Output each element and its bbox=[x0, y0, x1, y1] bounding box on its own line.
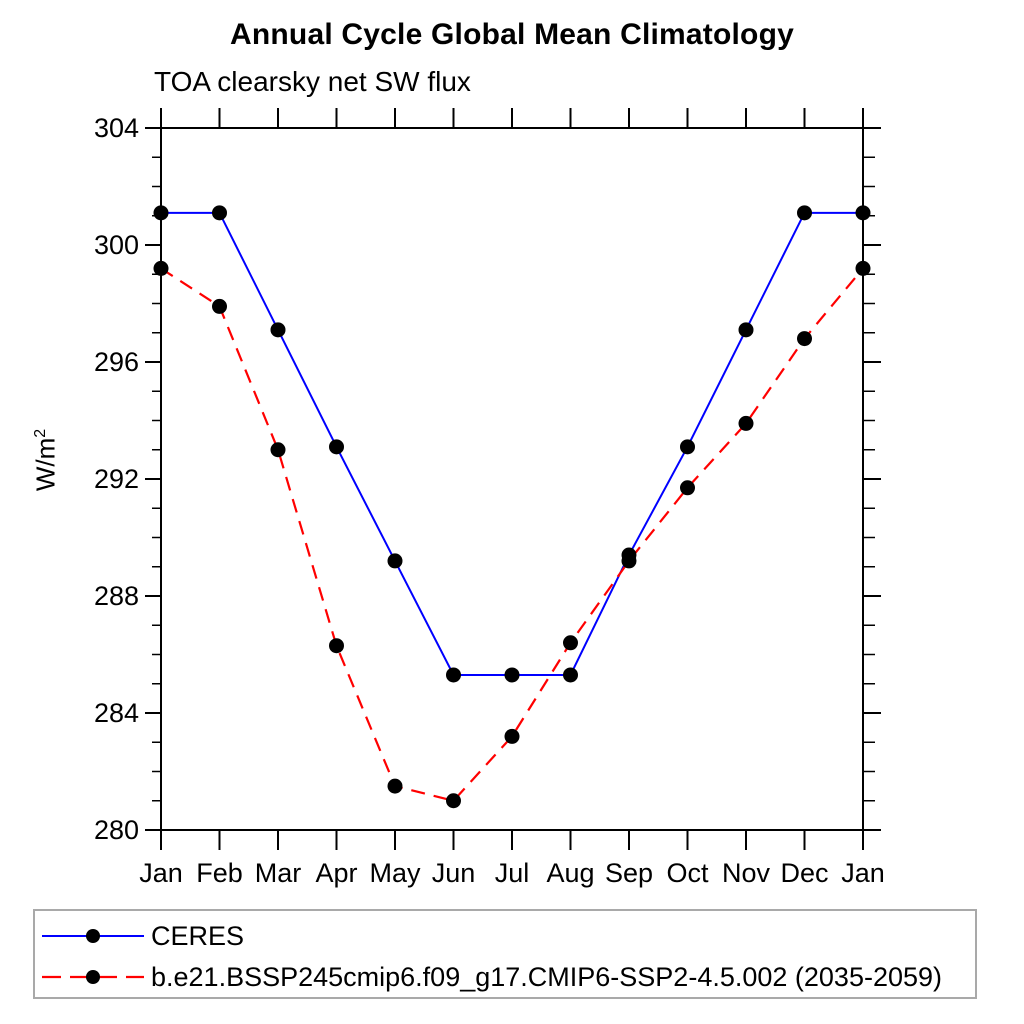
data-point-marker bbox=[153, 205, 169, 221]
data-point-marker bbox=[153, 260, 169, 276]
data-point-marker bbox=[270, 322, 286, 338]
x-tick-label: Jan bbox=[139, 858, 183, 888]
legend-box: CERES b.e21.BSSP245cmip6.f09_g17.CMIP6-S… bbox=[33, 909, 977, 999]
data-point-marker bbox=[387, 778, 403, 794]
data-point-marker bbox=[855, 205, 871, 221]
legend-label-ceres: CERES bbox=[151, 920, 245, 951]
legend-line-sample-model bbox=[42, 970, 144, 984]
data-point-marker bbox=[446, 793, 461, 809]
model-line bbox=[160, 267, 864, 802]
data-point-marker bbox=[797, 205, 812, 221]
data-point-marker bbox=[270, 442, 286, 458]
x-tick-label: Dec bbox=[780, 858, 828, 888]
x-tick-label: May bbox=[369, 858, 421, 888]
data-point-marker bbox=[797, 331, 812, 347]
data-point-marker bbox=[680, 480, 695, 496]
data-point-marker bbox=[212, 298, 227, 314]
x-tick-label: Sep bbox=[605, 858, 653, 888]
data-point-marker bbox=[329, 638, 344, 654]
x-tick-label: Apr bbox=[315, 858, 357, 888]
x-tick-label: Jan bbox=[841, 858, 885, 888]
data-point-marker bbox=[446, 667, 461, 683]
x-tick-label: Mar bbox=[255, 858, 302, 888]
chart-title: Annual Cycle Global Mean Climatology bbox=[230, 18, 794, 51]
data-point-marker bbox=[855, 260, 871, 276]
data-point-marker bbox=[563, 635, 578, 651]
x-tick-label: Jul bbox=[495, 858, 530, 888]
chart-subtitle: TOA clearsky net SW flux bbox=[154, 66, 471, 97]
x-tick-label: Aug bbox=[546, 858, 594, 888]
data-point-marker bbox=[563, 667, 578, 683]
x-tick-label: Oct bbox=[666, 858, 709, 888]
legend-marker-dot bbox=[86, 970, 100, 984]
y-tick-label: 284 bbox=[94, 698, 139, 728]
y-tick-label: 288 bbox=[94, 581, 139, 611]
x-tick-label: Jun bbox=[432, 858, 476, 888]
y-tick-label: 296 bbox=[94, 347, 139, 377]
legend-entry-ceres: CERES bbox=[39, 921, 244, 951]
y-tick-label: 280 bbox=[94, 815, 139, 845]
data-point-marker bbox=[680, 439, 695, 455]
data-point-marker bbox=[212, 205, 227, 221]
data-point-marker bbox=[504, 667, 520, 683]
y-tick-label: 292 bbox=[94, 464, 139, 494]
legend-label-model: b.e21.BSSP245cmip6.f09_g17.CMIP6-SSP2-4.… bbox=[151, 961, 943, 992]
legend-marker-dot bbox=[86, 929, 100, 943]
data-point-marker bbox=[621, 553, 637, 569]
data-point-marker bbox=[329, 439, 344, 455]
legend-line-sample-ceres bbox=[42, 929, 144, 943]
data-point-marker bbox=[387, 553, 403, 569]
ceres-line bbox=[161, 211, 863, 676]
data-point-marker bbox=[504, 728, 520, 744]
x-tick-label: Feb bbox=[196, 858, 243, 888]
data-point-marker bbox=[738, 415, 754, 431]
x-tick-label: Nov bbox=[722, 858, 771, 888]
legend-entry-model: b.e21.BSSP245cmip6.f09_g17.CMIP6-SSP2-4.… bbox=[39, 962, 942, 992]
y-tick-label: 304 bbox=[94, 113, 139, 143]
plot-frame bbox=[160, 127, 864, 831]
data-point-marker bbox=[738, 322, 754, 338]
y-tick-label: 300 bbox=[94, 230, 139, 260]
plot-area: Jan Feb Mar Apr May Jun Jul Aug Sep Oct Nov Dec Jan2… bbox=[94, 108, 885, 888]
